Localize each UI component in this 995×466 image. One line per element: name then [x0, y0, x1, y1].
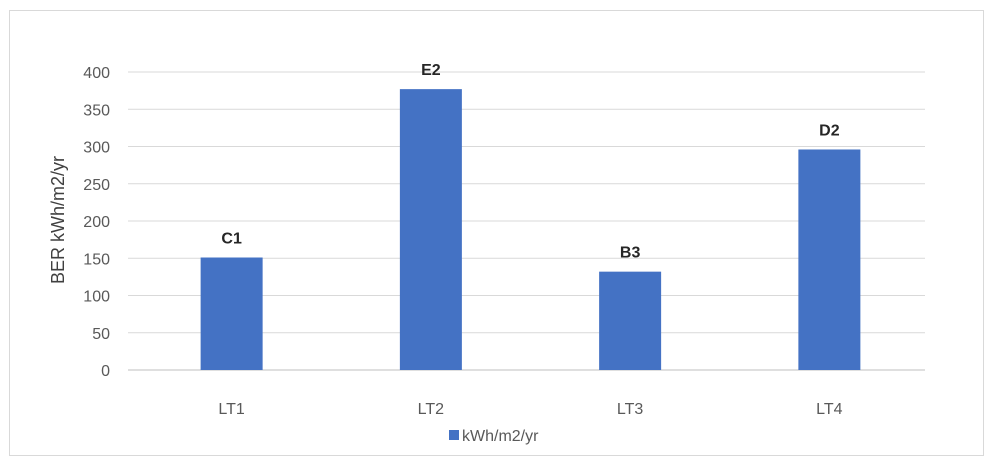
y-tick-label-100: 100: [83, 289, 110, 306]
data-label-LT1: C1: [221, 231, 242, 248]
x-tick-label-LT1: LT1: [218, 401, 244, 418]
y-tick-label-150: 150: [83, 251, 110, 268]
legend: kWh/m2/yr: [449, 428, 539, 445]
x-axis-ticks: LT1 LT2 LT3 LT4: [218, 401, 842, 418]
y-axis-label: BER kWh/m2/yr: [48, 156, 68, 284]
y-axis-ticks: 0 50 100 150 200 250 300 350 400: [83, 65, 110, 380]
x-tick-label-LT2: LT2: [418, 401, 444, 418]
data-label-LT2: E2: [421, 62, 441, 79]
y-tick-label-350: 350: [83, 102, 110, 119]
bar-LT4: [798, 149, 861, 370]
legend-swatch: [449, 430, 459, 440]
bar-LT3: [599, 271, 662, 370]
y-tick-label-50: 50: [92, 326, 110, 343]
y-tick-label-400: 400: [83, 65, 110, 82]
data-label-LT3: B3: [620, 245, 641, 262]
x-tick-label-LT4: LT4: [816, 401, 842, 418]
y-tick-label-200: 200: [83, 214, 110, 231]
bar-LT1: [200, 257, 263, 370]
data-labels: C1 E2 B3 D2: [221, 62, 839, 262]
y-tick-label-250: 250: [83, 177, 110, 194]
x-tick-label-LT3: LT3: [617, 401, 643, 418]
data-label-LT4: D2: [819, 122, 840, 139]
y-tick-label-300: 300: [83, 140, 110, 157]
bars: [200, 89, 861, 370]
y-tick-label-0: 0: [101, 363, 110, 380]
legend-label: kWh/m2/yr: [462, 428, 539, 445]
bar-LT2: [399, 89, 462, 370]
